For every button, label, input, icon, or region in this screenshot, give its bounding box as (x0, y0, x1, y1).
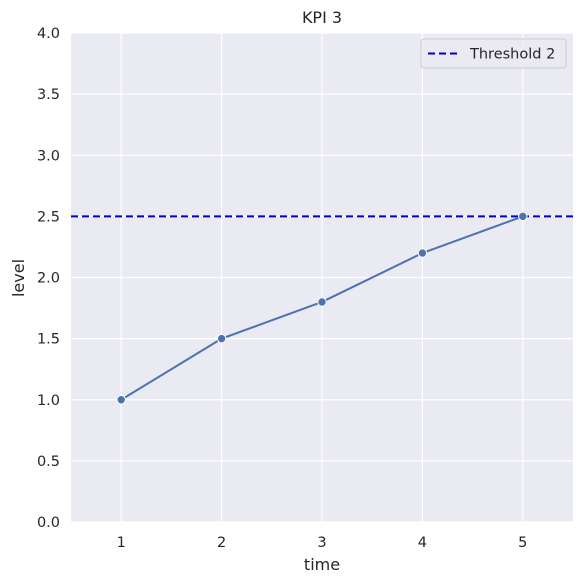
y-tick-label: 3.0 (37, 148, 60, 164)
legend: Threshold 2 (420, 38, 567, 69)
x-axis-ticks: 1 2 3 4 5 (117, 535, 528, 551)
y-tick-label: 0.5 (37, 454, 60, 470)
series-layer (116, 211, 528, 405)
x-tick-label: 4 (418, 535, 427, 551)
x-tick-label: 3 (317, 535, 326, 551)
chart-title: KPI 3 (302, 8, 342, 27)
y-axis-label: level (9, 259, 28, 297)
data-point (317, 297, 327, 307)
y-tick-label: 2.0 (37, 271, 60, 287)
y-tick-label: 0.0 (37, 515, 60, 531)
y-tick-label: 4.0 (37, 26, 60, 42)
data-point (216, 333, 227, 344)
y-axis-ticks: 0.0 0.5 1.0 1.5 2.0 2.5 3.0 3.5 4.0 (37, 26, 60, 531)
legend-label-threshold: Threshold 2 (469, 47, 555, 63)
x-tick-label: 5 (518, 535, 527, 551)
x-tick-label: 2 (217, 535, 226, 551)
legend-box (420, 38, 567, 69)
y-tick-label: 1.5 (37, 332, 60, 348)
data-point (116, 395, 126, 405)
y-tick-label: 2.5 (37, 209, 60, 225)
y-tick-label: 1.0 (37, 393, 60, 409)
data-point (518, 211, 528, 222)
data-point (417, 248, 428, 258)
grid (71, 32, 573, 523)
x-tick-label: 1 (117, 535, 126, 551)
x-axis-label: time (304, 555, 340, 574)
y-tick-label: 3.5 (37, 87, 60, 103)
